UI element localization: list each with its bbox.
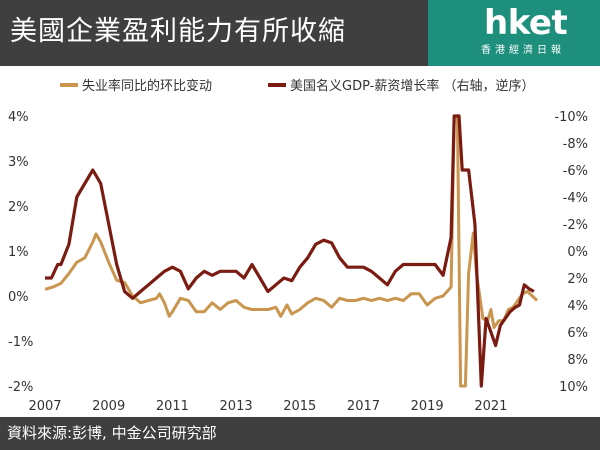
y-right-tick-label: -6%	[563, 164, 588, 179]
y-right-tick-label: 4%	[567, 299, 588, 314]
x-tick-label: 2011	[156, 399, 189, 414]
page-title: 美國企業盈利能力有所收縮	[10, 16, 346, 47]
y-left-tick-label: 4%	[8, 110, 29, 125]
y-left-tick-label: 0%	[8, 290, 29, 305]
line-chart: 失业率同比的环比变动 美国名义GDP-薪资增长率 （右轴，逆序） 4% 3% 2% 1% 0…	[8, 78, 588, 414]
x-tick-label: 2013	[220, 399, 253, 414]
legend-label-2: 美国名义GDP-薪资增长率 （右轴，逆序）	[290, 78, 534, 94]
hket-logo-text: hket	[484, 3, 568, 43]
y-right-tick-label: 8%	[567, 353, 588, 368]
x-tick-label: 2017	[347, 399, 380, 414]
hket-logo-subtitle: 香港經濟日報	[481, 45, 565, 56]
x-tick-label: 2019	[411, 399, 444, 414]
y-right-tick-label: 10%	[559, 380, 588, 395]
y-right-tick-label: 2%	[567, 272, 588, 287]
x-tick-label: 2021	[474, 399, 507, 414]
source-note: 資料來源:彭博, 中金公司研究部	[7, 424, 217, 442]
hket-logo	[428, 0, 600, 66]
footer-bar: 資料來源:彭博, 中金公司研究部	[0, 417, 600, 450]
y-right-tick-label: -10%	[554, 110, 588, 125]
x-tick-label: 2007	[28, 399, 61, 414]
y-right-tick-label: -4%	[563, 191, 588, 206]
y-left-tick-label: -1%	[8, 335, 33, 350]
y-left-tick-label: -2%	[8, 380, 33, 395]
y-right-tick-label: 0%	[567, 245, 588, 260]
x-tick-label: 2009	[92, 399, 125, 414]
y-left-tick-label: 2%	[8, 200, 29, 215]
y-right-tick-label: -8%	[563, 137, 588, 152]
series-line-gdp-wage	[45, 114, 535, 388]
y-left-tick-label: 3%	[8, 155, 29, 170]
y-right-tick-label: -2%	[563, 218, 588, 233]
chart-panel: 失业率同比的环比变动 美国名义GDP-薪资增长率 （右轴，逆序） 4% 3% 2% 1% 0…	[0, 66, 600, 417]
legend-label-1: 失业率同比的环比变动	[82, 78, 212, 94]
series-line-unemployment	[45, 114, 539, 388]
y-right-tick-label: 6%	[567, 326, 588, 341]
y-left-tick-label: 1%	[8, 245, 29, 260]
x-tick-label: 2015	[283, 399, 316, 414]
